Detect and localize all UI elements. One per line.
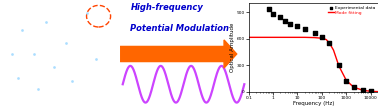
Text: Potential Modulation: Potential Modulation (130, 24, 229, 33)
Mode fitting (369, 91, 373, 92)
Experimental data (343, 80, 349, 82)
Mode fitting (312, 37, 317, 38)
Mode fitting (278, 37, 283, 38)
Mode fitting (246, 37, 251, 38)
Experimental data (270, 13, 276, 15)
Experimental data (266, 8, 273, 10)
Mode fitting (324, 39, 328, 40)
Mode fitting (302, 37, 307, 38)
Mode fitting (271, 37, 276, 38)
Mode fitting (288, 37, 293, 38)
Experimental data (302, 28, 308, 30)
Experimental data (311, 33, 318, 34)
Mode fitting (351, 87, 356, 88)
Experimental data (319, 37, 325, 38)
Mode fitting (361, 90, 366, 91)
Experimental data (282, 20, 288, 22)
Mode fitting (331, 50, 336, 51)
Experimental data (277, 17, 284, 18)
Mode fitting (327, 42, 332, 43)
Mode fitting (295, 37, 300, 38)
FancyArrow shape (120, 40, 237, 68)
Experimental data (336, 64, 342, 66)
Mode fitting (337, 65, 341, 67)
Legend: Experimental data, Mode fitting: Experimental data, Mode fitting (328, 6, 376, 15)
Experimental data (294, 25, 301, 27)
Line: Mode fitting: Mode fitting (249, 37, 378, 92)
Experimental data (350, 86, 356, 88)
Experimental data (360, 89, 366, 91)
Y-axis label: Optical Amplitude: Optical Amplitude (230, 23, 235, 72)
Experimental data (326, 42, 332, 44)
Experimental data (368, 90, 374, 92)
Text: 5 μm: 5 μm (81, 89, 94, 94)
Text: High-frequency: High-frequency (130, 3, 203, 12)
Experimental data (287, 23, 293, 25)
Mode fitting (376, 91, 378, 92)
X-axis label: Frequency (Hz): Frequency (Hz) (293, 101, 334, 106)
Mode fitting (344, 80, 349, 81)
Mode fitting (263, 37, 268, 38)
Mode fitting (254, 37, 258, 38)
Mode fitting (320, 38, 324, 39)
